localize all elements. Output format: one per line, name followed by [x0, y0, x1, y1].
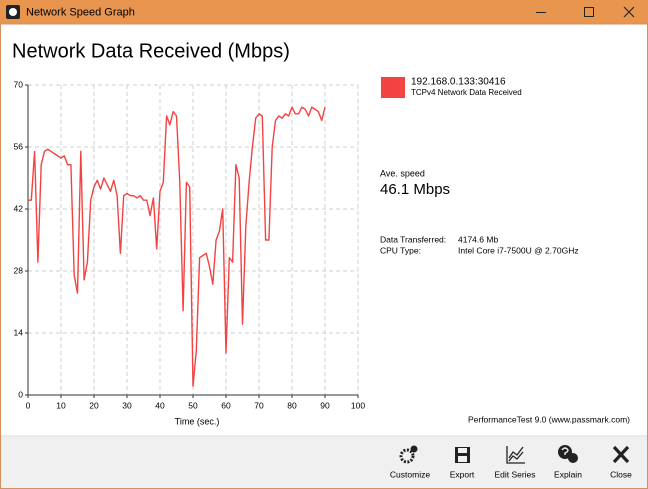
- stat-value: Intel Core i7-7500U @ 2.70GHz: [458, 245, 579, 255]
- toolbar-label: Export: [450, 469, 475, 479]
- window-title: Network Speed Graph: [26, 6, 135, 18]
- stat-label: CPU Type:: [380, 245, 421, 255]
- x-tick-label: 90: [320, 400, 330, 410]
- app-icon-eye: [9, 8, 17, 16]
- x-tick-label: 70: [254, 400, 264, 410]
- maximize-button[interactable]: [584, 7, 594, 17]
- edit-series-button[interactable]: Edit Series: [494, 446, 536, 479]
- x-tick-label: 30: [122, 400, 132, 410]
- legend-swatch: [381, 77, 405, 98]
- legend-name: 192.168.0.133:30416: [411, 77, 506, 88]
- y-tick-label: 42: [14, 203, 24, 213]
- toolbar: [1, 436, 647, 488]
- explain-button[interactable]: Explain: [554, 445, 582, 479]
- data-line: [28, 106, 326, 387]
- y-tick-label: 56: [14, 141, 24, 151]
- y-tick-label: 70: [14, 79, 24, 89]
- average-label: Ave. speed: [380, 168, 425, 178]
- x-tick-label: 20: [89, 400, 99, 410]
- close-window-button[interactable]: [623, 6, 635, 18]
- close-button[interactable]: Close: [610, 445, 632, 479]
- y-tick-label: 28: [14, 265, 24, 275]
- x-tick-label: 50: [188, 400, 198, 410]
- customize-button[interactable]: Customize: [390, 445, 430, 480]
- toolbar-label: Explain: [554, 469, 582, 479]
- toolbar-label: Edit Series: [494, 469, 535, 479]
- footer: PerformanceTest 9.0 (www.passmark.com): [468, 414, 630, 424]
- stat-label: Data Transferred:: [380, 234, 446, 244]
- x-tick-label: 60: [221, 400, 231, 410]
- legend-description: TCPv4 Network Data Received: [411, 88, 522, 97]
- x-tick-label: 100: [351, 400, 365, 410]
- y-tick-label: 0: [18, 389, 23, 399]
- stat-value: 4174.6 Mb: [458, 234, 498, 244]
- x-tick-label: 10: [56, 400, 66, 410]
- x-tick-label: 80: [287, 400, 297, 410]
- y-tick-label: 14: [14, 327, 24, 337]
- x-axis-label: Time (sec.): [175, 416, 220, 426]
- toolbar-label: Close: [610, 469, 632, 479]
- x-tick-label: 40: [155, 400, 165, 410]
- plot: 0 14 28 42 56 70 0 10 20 30 40 50 60 70 80 90 100: [14, 79, 366, 410]
- toolbar-label: Customize: [390, 469, 430, 479]
- x-tick-label: 0: [26, 400, 31, 410]
- chart-title: Network Data Received (Mbps): [12, 40, 290, 62]
- export-button[interactable]: Export: [450, 447, 475, 479]
- average-value: 46.1 Mbps: [380, 181, 450, 198]
